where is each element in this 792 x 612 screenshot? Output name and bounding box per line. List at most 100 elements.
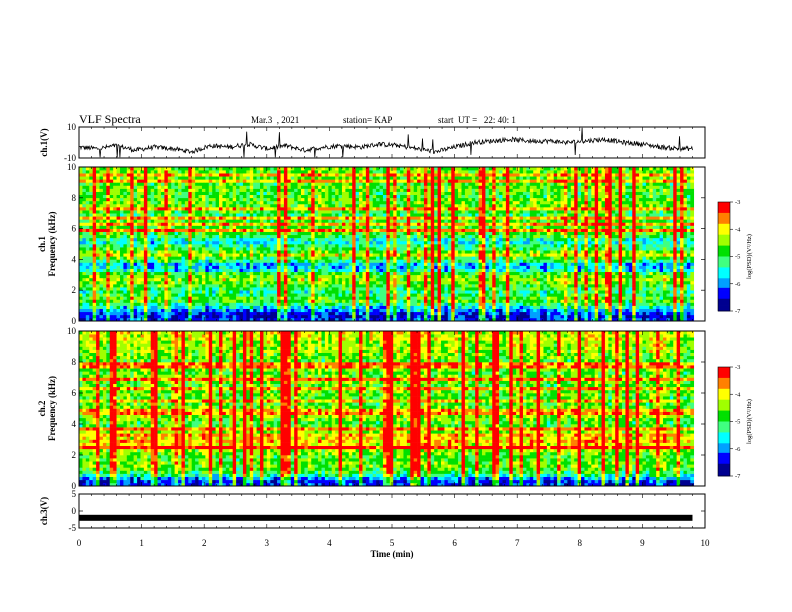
spectrogram-cell bbox=[386, 277, 391, 282]
spectrogram-cell bbox=[160, 287, 165, 291]
spectrogram-cell bbox=[283, 256, 288, 260]
spectrogram-cell bbox=[294, 311, 298, 316]
spectrogram-cell bbox=[215, 296, 220, 300]
spectrogram-cell bbox=[676, 290, 681, 294]
spectrogram-cell bbox=[604, 253, 609, 257]
spectrogram-cell bbox=[485, 284, 490, 288]
spectrogram-cell bbox=[287, 253, 292, 257]
spectrogram-cell bbox=[567, 244, 572, 248]
spectrogram-cell bbox=[355, 314, 360, 319]
spectrogram-cell bbox=[229, 317, 233, 322]
spectrogram-cell bbox=[604, 271, 609, 276]
spectrogram-cell bbox=[533, 247, 537, 251]
spectrogram-cell bbox=[396, 259, 401, 263]
spectrogram-cell bbox=[126, 247, 131, 251]
spectrogram-cell bbox=[413, 299, 418, 303]
spectrogram-cell bbox=[509, 237, 514, 242]
spectrogram-cell bbox=[423, 262, 428, 266]
spectrogram-cell bbox=[290, 305, 295, 309]
spectrogram-cell bbox=[608, 262, 613, 266]
spectrogram-cell bbox=[338, 311, 343, 316]
spectrogram-cell bbox=[157, 280, 162, 285]
spectrogram-cell bbox=[635, 256, 640, 260]
spectrogram-cell bbox=[410, 253, 414, 257]
spectrogram-cell bbox=[464, 237, 469, 242]
spectrogram-cell bbox=[393, 296, 397, 300]
spectrogram-cell bbox=[683, 277, 688, 282]
spectrogram-cell bbox=[348, 265, 353, 269]
spectrogram-cell bbox=[519, 271, 524, 276]
spectrogram-cell bbox=[666, 290, 671, 294]
spectrogram-cell bbox=[266, 274, 271, 279]
spectrogram-cell bbox=[396, 290, 401, 294]
spectrogram-cell bbox=[229, 280, 233, 285]
spectrogram-cell bbox=[307, 247, 312, 251]
spectrogram-cell bbox=[632, 259, 636, 263]
spectrogram-cell bbox=[174, 293, 179, 297]
spectrogram-cell bbox=[427, 247, 432, 251]
spectrogram-cell bbox=[505, 302, 510, 306]
spectrogram-cell bbox=[495, 256, 500, 260]
spectrogram-cell bbox=[123, 277, 128, 282]
spectrogram-cell bbox=[89, 265, 93, 269]
spectrogram-cell bbox=[642, 314, 647, 319]
spectrogram-cell bbox=[85, 314, 90, 319]
spectrogram-cell bbox=[546, 293, 551, 297]
spectrogram-cell bbox=[625, 305, 630, 309]
spectrogram-cell bbox=[283, 253, 288, 257]
spectrogram-cell bbox=[526, 314, 531, 319]
spectrogram-cell bbox=[499, 256, 503, 260]
spectrogram-cell bbox=[468, 256, 473, 260]
spectrogram-cell bbox=[570, 308, 575, 313]
spectrogram-cell bbox=[396, 280, 401, 285]
spectrogram-cell bbox=[219, 268, 223, 273]
spectrogram-cell bbox=[219, 240, 223, 245]
spectrogram-cell bbox=[478, 280, 483, 285]
spectrogram-cell bbox=[369, 256, 374, 260]
spectrogram-cell bbox=[587, 268, 592, 273]
spectrogram-cell bbox=[529, 308, 534, 313]
spectrogram-cell bbox=[611, 253, 616, 257]
spectrogram-cell bbox=[212, 308, 216, 313]
spectrogram-cell bbox=[447, 259, 452, 263]
spectrogram-cell bbox=[106, 317, 111, 322]
spectrogram-cell bbox=[324, 284, 329, 288]
spectrogram-cell bbox=[656, 265, 660, 269]
spectrogram-cell bbox=[581, 290, 585, 294]
spectrogram-cell bbox=[557, 250, 561, 254]
spectrogram-cell bbox=[656, 277, 660, 282]
spectrogram-cell bbox=[205, 314, 210, 319]
spectrogram-cell bbox=[581, 250, 585, 254]
spectrogram-cell bbox=[160, 280, 165, 285]
spectrogram-cell bbox=[560, 280, 565, 285]
spectrogram-cell bbox=[133, 256, 138, 260]
spectrogram-cell bbox=[167, 271, 172, 276]
spectrogram-cell bbox=[85, 299, 90, 303]
spectrogram-cell bbox=[410, 265, 414, 269]
spectrogram-cell bbox=[427, 262, 432, 266]
spectrogram-cell bbox=[119, 296, 124, 300]
spectrogram-cell bbox=[659, 265, 664, 269]
spectrogram-cell bbox=[338, 302, 343, 306]
spectrogram-cell bbox=[577, 268, 582, 273]
spectrogram-cell bbox=[143, 302, 148, 306]
spectrogram-cell bbox=[505, 250, 510, 254]
spectrogram-cell bbox=[215, 280, 220, 285]
spectrogram-cell bbox=[615, 317, 619, 322]
spectrogram-cell bbox=[126, 308, 131, 313]
spectrogram-cell bbox=[557, 262, 561, 266]
spectrogram-cell bbox=[164, 237, 169, 242]
spectrogram-cell bbox=[239, 256, 244, 260]
spectrogram-cell bbox=[178, 305, 182, 309]
spectrogram-cell bbox=[147, 240, 152, 245]
spectrogram-cell bbox=[297, 296, 302, 300]
spectrogram-cell bbox=[608, 284, 613, 288]
spectrogram-cell bbox=[382, 262, 387, 266]
spectrogram-cell bbox=[311, 287, 315, 291]
spectrogram-cell bbox=[263, 299, 268, 303]
spectrogram-cell bbox=[283, 277, 288, 282]
spectrogram-cell bbox=[283, 293, 288, 297]
spectrogram-cell bbox=[529, 240, 534, 245]
spectrogram-cell bbox=[137, 262, 141, 266]
spectrogram-cell bbox=[239, 244, 244, 248]
